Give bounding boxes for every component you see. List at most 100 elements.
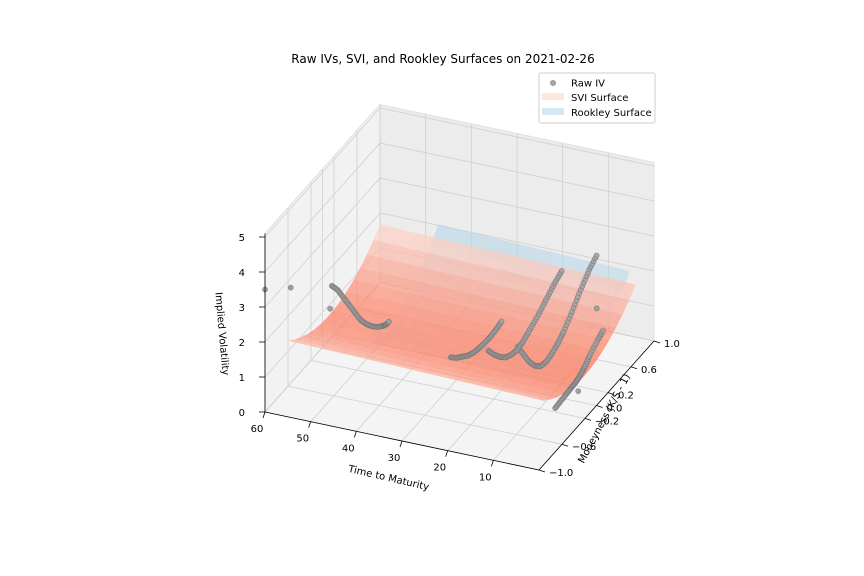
svi-surface-patch: [495, 384, 521, 391]
x-tick-mark: [630, 366, 638, 370]
legend: Raw IV SVI Surface Rookley Surface: [538, 72, 656, 124]
svi-surface-patch: [327, 309, 353, 322]
grid-line-iv: [264, 212, 655, 343]
x-tick-label: −0.2: [595, 416, 619, 427]
legend-svi-swatch: [542, 93, 564, 100]
svi-surface-patch: [513, 388, 539, 396]
svi-surface-patch: [306, 343, 332, 350]
svi-surface-patch: [410, 359, 436, 368]
svi-surface-patch: [391, 228, 417, 249]
x-tick-label: 0.2: [618, 391, 634, 402]
svi-surface-patch: [497, 366, 522, 377]
svi-surface-patch: [360, 254, 386, 272]
x-tick-mark: [607, 392, 615, 395]
legend-raw-iv-marker: [550, 80, 556, 86]
svi-surface-patch: [387, 341, 413, 351]
svi-surface-patch: [397, 365, 423, 371]
svi-surface-patch: [378, 258, 404, 277]
svi-surface-patch: [403, 248, 429, 268]
svi-surface-patch: [458, 261, 483, 281]
raw-iv-point: [327, 305, 333, 312]
svi-surface-patch: [393, 334, 419, 346]
y-tick-mark: [262, 411, 266, 419]
svi-surface-patch: [572, 319, 598, 336]
svi-surface-patch: [586, 291, 611, 311]
svi-surface-patch: [337, 342, 363, 351]
svi-surface-patch: [494, 270, 520, 289]
svi-surface-patch: [543, 297, 568, 315]
y-tick-mark: [445, 450, 449, 457]
svi-surface-patch: [365, 284, 391, 300]
svi-surface-patch: [373, 224, 399, 245]
svi-surface-patch: [362, 342, 388, 352]
svi-surface-patch: [438, 301, 464, 317]
svi-surface-patch: [342, 352, 368, 358]
svi-surface-patch: [506, 288, 532, 307]
svi-surface-patch: [453, 363, 479, 373]
surfaces: [288, 224, 636, 401]
z-tick-label: 2: [239, 338, 245, 349]
svi-surface-patch: [380, 346, 406, 356]
chart-title: Raw IVs, SVI, and Rookley Surfaces on 20…: [291, 52, 594, 66]
x-tick-mark: [653, 340, 661, 344]
svi-surface-patch: [610, 280, 636, 301]
y-tick-label: 60: [251, 424, 264, 435]
svi-surface-patch: [515, 371, 541, 381]
y-axis-label: Time to Maturity: [346, 464, 430, 494]
svi-surface-patch: [435, 359, 461, 369]
svi-surface-patch: [395, 303, 421, 318]
svi-surface-patch: [445, 289, 470, 306]
svi-surface-patch: [366, 240, 392, 259]
svi-surface-patch: [344, 338, 370, 347]
svi-surface-patch: [408, 280, 434, 297]
svi-surface-patch: [429, 363, 454, 372]
svi-surface-patch: [481, 297, 507, 314]
svi-surface-patch: [357, 325, 383, 337]
svi-surface-patch: [399, 350, 424, 360]
svi-surface-patch: [452, 378, 478, 384]
svi-surface-patch: [472, 368, 497, 377]
svi-surface-patch: [372, 271, 397, 289]
svi-surface-patch: [415, 267, 440, 285]
svi-surface-patch: [507, 391, 532, 397]
z-tick-label: 0: [239, 408, 245, 419]
y-tick-label: 30: [388, 453, 401, 464]
svi-surface-patch: [476, 265, 502, 285]
svi-surface-patch: [455, 339, 481, 352]
svi-surface-patch: [490, 372, 516, 382]
svi-surface-patch: [405, 345, 431, 356]
svi-surface-patch: [339, 321, 364, 333]
svi-surface-patch: [488, 284, 513, 302]
svi-surface-patch: [388, 313, 414, 327]
svi-surface-patch: [526, 380, 552, 390]
svi-surface-patch: [459, 375, 484, 383]
axis-ticks: −1.0 −0.6 −0.20.0 0.2 0.6 1.0 10 20 30 40 50 60 0 1 2 3…: [239, 233, 680, 483]
x-tick-label: 1.0: [664, 339, 680, 350]
svi-surface-patch: [349, 350, 375, 357]
svi-surface-patch: [326, 333, 351, 343]
svi-surface-patch: [347, 279, 372, 295]
grid-line-iv: [264, 142, 655, 273]
x-axis-spine: [538, 340, 655, 471]
y-tick-mark: [490, 460, 494, 467]
svi-surface-patch: [447, 368, 473, 376]
y-tick-label: 50: [296, 434, 309, 445]
svi-surface-patch: [410, 233, 435, 253]
svi-surface-patch: [463, 293, 489, 310]
svi-surface-patch: [374, 351, 399, 359]
grid-line-iv: [264, 177, 655, 308]
svi-surface-patch: [439, 257, 465, 276]
svi-surface-patch: [413, 307, 439, 323]
svi-surface-patch: [404, 363, 429, 370]
svi-surface-patch: [523, 333, 549, 348]
x-tick-label: 0.0: [607, 404, 623, 415]
svi-surface-patch: [488, 386, 514, 393]
svi-surface-patch: [545, 385, 570, 394]
svi-surface-patch: [400, 326, 426, 339]
svi-surface-patch: [520, 385, 546, 393]
svi-surface-patch: [307, 329, 333, 339]
y-tick-label: 40: [342, 443, 355, 454]
svi-surface-patch: [483, 250, 508, 270]
svi-surface-patch: [301, 333, 326, 342]
